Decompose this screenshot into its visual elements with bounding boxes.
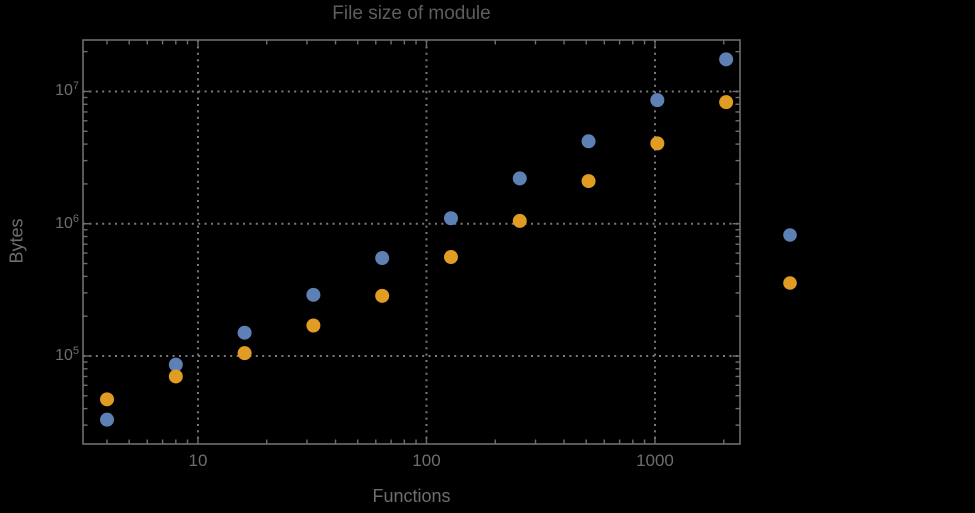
data-point: [512, 213, 527, 228]
data-point: [100, 392, 115, 407]
data-point: [168, 369, 183, 384]
data-point: [375, 288, 390, 303]
data-point: [306, 287, 321, 302]
data-point: [719, 52, 734, 67]
data-point: [100, 412, 115, 427]
data-point: [443, 250, 458, 265]
data-point: [581, 134, 596, 149]
x-axis-label: Functions: [372, 486, 451, 506]
chart-title: File size of module: [332, 3, 491, 24]
data-point: [306, 318, 321, 333]
data-point: [443, 211, 458, 226]
data-point: [512, 171, 527, 186]
data-point: [719, 95, 734, 110]
data-point: [237, 346, 252, 361]
plot-frame: [82, 39, 741, 445]
legend-marker: [783, 228, 797, 242]
data-point: [168, 357, 183, 372]
data-point: [650, 136, 665, 151]
data-point: [581, 174, 596, 189]
data-point: [375, 251, 390, 266]
legend-marker: [783, 276, 797, 290]
data-point: [237, 325, 252, 340]
y-axis-label: Bytes: [6, 218, 27, 264]
data-point: [650, 93, 665, 108]
